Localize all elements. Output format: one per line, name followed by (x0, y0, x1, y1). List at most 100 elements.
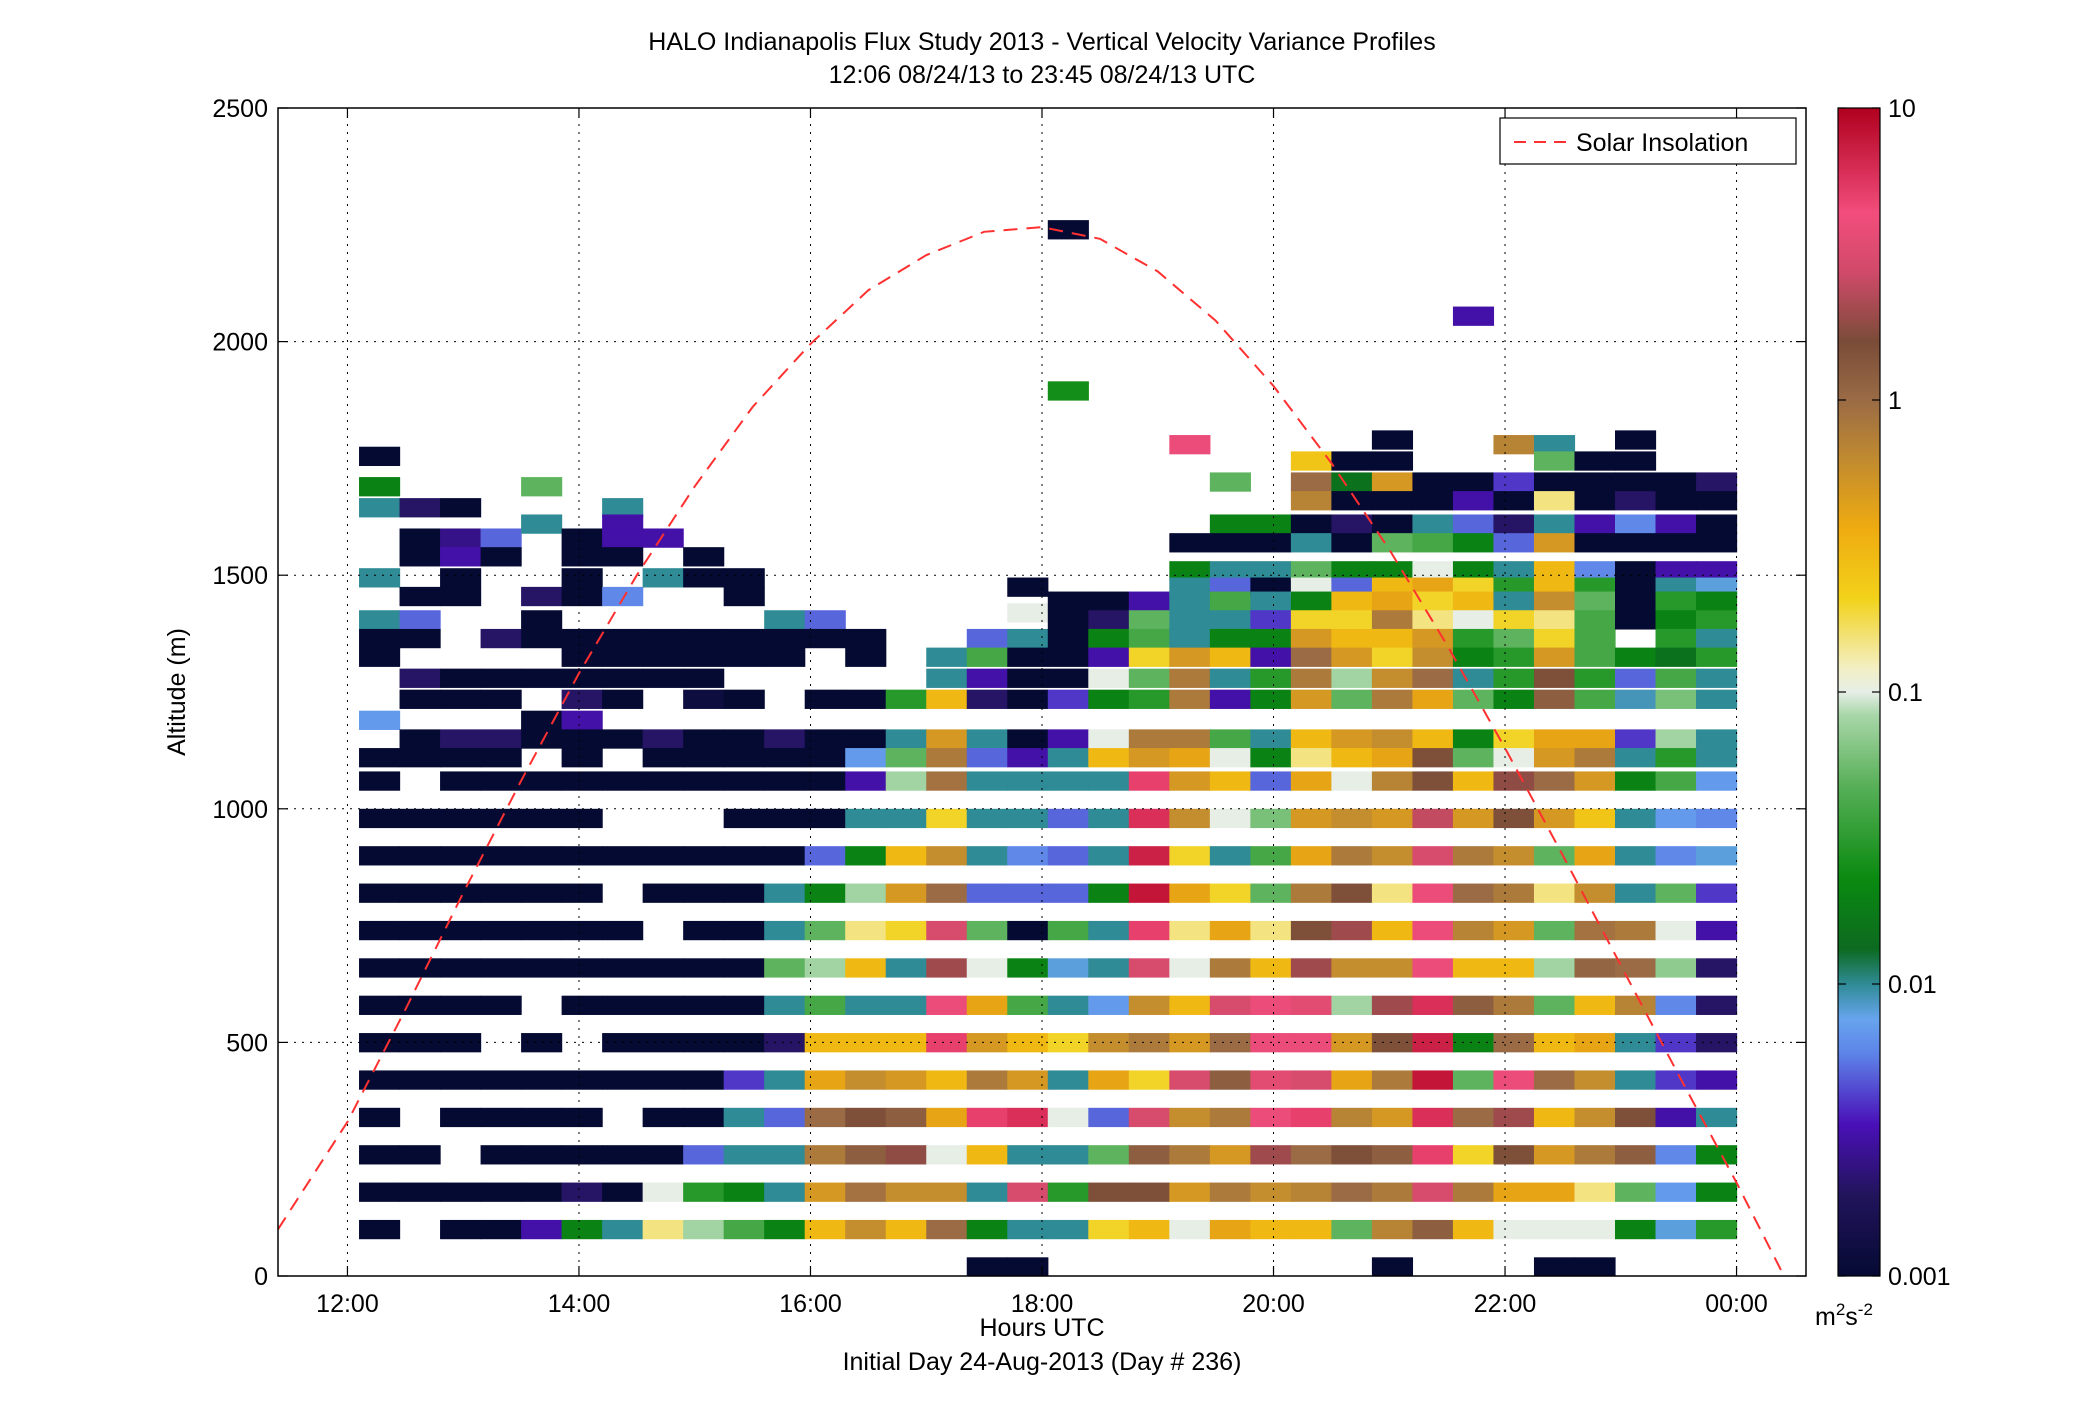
heatmap-cell (1493, 1070, 1535, 1090)
heatmap-cell (642, 628, 684, 649)
heatmap-cell (1412, 748, 1454, 768)
heatmap-cell (1533, 995, 1576, 1015)
heatmap-cell (1128, 1145, 1170, 1165)
heatmap-cell (399, 1033, 441, 1053)
heatmap-cell (683, 568, 725, 588)
heatmap-cell (1209, 689, 1251, 709)
heatmap-cell (885, 1182, 927, 1202)
heatmap-cell (1169, 628, 1211, 649)
heatmap-cell (683, 547, 725, 567)
heatmap-cell (1250, 514, 1292, 534)
heatmap-cell (966, 883, 1008, 903)
heatmap-cell (1331, 808, 1373, 829)
heatmap-cell (1169, 689, 1211, 709)
heatmap-cell (1574, 472, 1616, 492)
heatmap-cell (1169, 748, 1211, 768)
heatmap-cell (845, 920, 887, 941)
heatmap-cell (1047, 846, 1089, 866)
heatmap-cell (764, 771, 806, 791)
heatmap-cell (359, 610, 401, 630)
heatmap-cell (1047, 628, 1089, 649)
heatmap-cell (804, 995, 846, 1015)
heatmap-cell (1128, 729, 1170, 749)
heatmap-cell (1290, 472, 1332, 492)
heatmap-cell (845, 748, 887, 768)
heatmap-cell (1250, 748, 1292, 768)
heatmap-cell (1371, 1257, 1414, 1276)
heatmap-cell (1007, 808, 1049, 829)
heatmap-cell (1250, 995, 1292, 1015)
colorbar: 0.001 0.01 0.1 1 10 m2s-2 (1815, 95, 1951, 1331)
heatmap-cell (723, 846, 765, 866)
heatmap-cell (1615, 610, 1657, 630)
colorbar-unit-sup1: 2 (1836, 1300, 1845, 1319)
heatmap-cell (602, 1182, 644, 1202)
heatmap-cell (1047, 1107, 1089, 1128)
heatmap-cell (1412, 647, 1454, 667)
heatmap-cell (1615, 647, 1657, 667)
heatmap-cell (1412, 846, 1454, 866)
heatmap-cell (804, 1107, 846, 1128)
heatmap-cell (1452, 306, 1495, 326)
heatmap-cell (1533, 561, 1576, 581)
heatmap-cell (1290, 883, 1332, 903)
heatmap-cell (1696, 1145, 1738, 1165)
heatmap-cell (1209, 647, 1251, 667)
heatmap-cell (1371, 1033, 1414, 1053)
heatmap-cell (1331, 689, 1373, 709)
heatmap-cell (1331, 958, 1373, 978)
heatmap-cell (602, 689, 644, 709)
heatmap-cell (683, 1107, 725, 1128)
heatmap-cell (1574, 920, 1616, 941)
heatmap-cell (1169, 958, 1211, 978)
heatmap-cell (1412, 995, 1454, 1015)
heatmap-cell (440, 668, 482, 688)
heatmap-cell (1493, 995, 1535, 1015)
heatmap-cell (926, 958, 968, 978)
heatmap-cell (399, 528, 441, 548)
heatmap-cell (1574, 1145, 1616, 1165)
y-tick-label: 1000 (212, 796, 268, 824)
heatmap-cell (1412, 1107, 1454, 1128)
heatmap-cell (1696, 533, 1738, 553)
legend: Solar Insolation (1499, 117, 1797, 165)
heatmap-cell (1615, 883, 1657, 903)
heatmap-cell (1007, 846, 1049, 866)
x-tick-label: 14:00 (548, 1290, 611, 1318)
heatmap-cell (1655, 628, 1697, 649)
heatmap-cell (1250, 610, 1292, 630)
heatmap-cell (480, 628, 522, 649)
heatmap-cell (561, 1219, 603, 1240)
heatmap-cell (1696, 846, 1738, 866)
heatmap-cell (845, 771, 887, 791)
heatmap-cell (845, 1033, 887, 1053)
heatmap-cell (764, 647, 806, 667)
heatmap-cell (642, 668, 684, 688)
heatmap-cell (804, 729, 846, 749)
heatmap-cell (440, 528, 482, 548)
heatmap-cell (1533, 435, 1576, 455)
heatmap-cell (1371, 1219, 1414, 1240)
heatmap-cell (1574, 771, 1616, 791)
heatmap-cell (804, 808, 846, 829)
heatmap-cell (683, 1070, 725, 1090)
heatmap-cell (926, 689, 968, 709)
heatmap-cell (1169, 435, 1211, 455)
heatmap-cell (561, 668, 603, 688)
heatmap-cell (723, 958, 765, 978)
heatmap-cell (1696, 748, 1738, 768)
heatmap-cell (1655, 647, 1697, 667)
heatmap-cell (602, 1145, 644, 1165)
heatmap-cell (1007, 689, 1049, 709)
heatmap-cell (440, 808, 482, 829)
heatmap-cell (1533, 808, 1576, 829)
heatmap-cell (602, 628, 644, 649)
y-tick-label: 2000 (212, 329, 268, 357)
heatmap-cell (1007, 883, 1049, 903)
heatmap-cell (1331, 846, 1373, 866)
heatmap-cell (1047, 1145, 1089, 1165)
heatmap-cell (602, 586, 644, 607)
heatmap-cell (723, 883, 765, 903)
heatmap-cell (1533, 668, 1576, 688)
heatmap-cell (1047, 995, 1089, 1015)
